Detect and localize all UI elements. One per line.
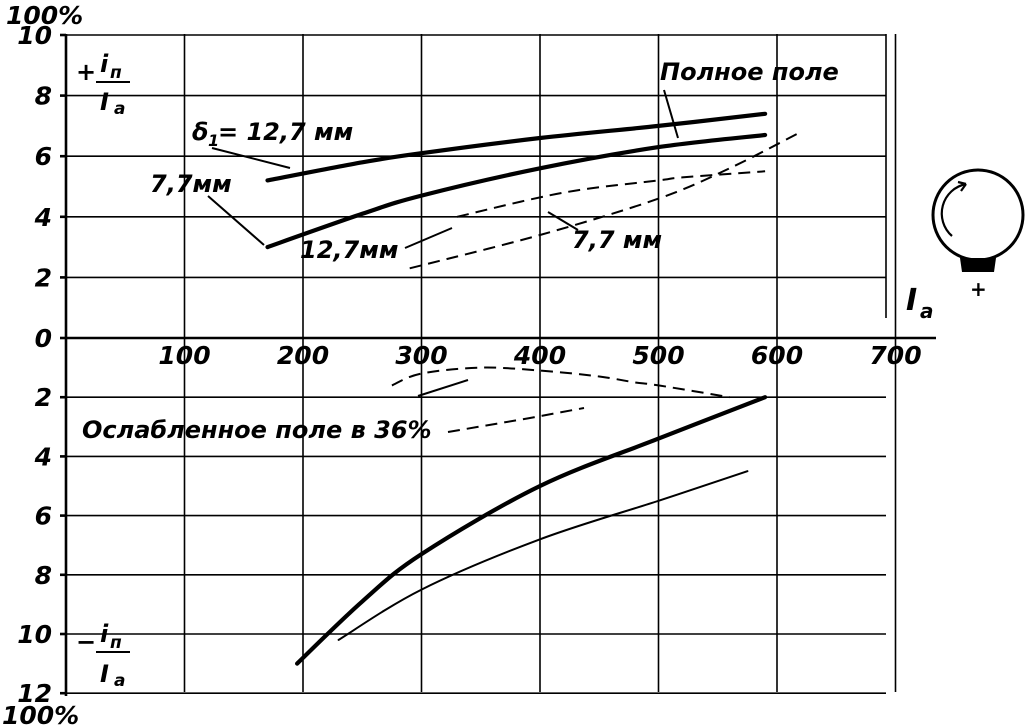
top-ytick-label-2: 2 (35, 263, 52, 292)
motor-arrowhead-icon (957, 180, 967, 192)
top-ytick-label-10: 10 (17, 21, 52, 50)
series-lines (265, 111, 802, 666)
x-axis-label-sub: a (920, 299, 934, 323)
top-ytick-label-0: 0 (35, 324, 52, 353)
top-series-2 (456, 170, 766, 218)
annotation-delta-symbol: δ (192, 118, 209, 146)
bot-ytick-label-4: 4 (34, 442, 52, 471)
bot-ytick-label-8: 8 (35, 561, 52, 590)
bottom-series-0 (295, 395, 768, 666)
annotation-7-7mm-dashed: 7,7 мм (572, 226, 662, 254)
top-series-1 (265, 132, 768, 250)
top-ylabel-denominator: I (100, 88, 109, 116)
top-ylabel-numerator: i (100, 50, 109, 78)
bottom-ylabel-denominator: I (100, 660, 109, 688)
tick-labels: 0 2 4 6 8 10 2 4 6 8 10 12 100 200 300 400 500 600 700 (17, 21, 921, 708)
top-series-3 (409, 131, 802, 270)
xtick-label-500: 500 (632, 341, 684, 370)
annotation-delta-subscript: 1 (208, 131, 219, 150)
bottom-percent-label: 100% (2, 701, 79, 728)
annotation-polnoe-pole: Полное поле (660, 58, 839, 86)
bottom-ylabel-numerator-sub: п (110, 633, 122, 653)
motor-circle-icon (931, 168, 1025, 262)
top-y-axis-label: + i п I a (76, 50, 130, 119)
leader-7-7mm (207, 195, 265, 246)
annotation-7-7mm: 7,7мм (150, 170, 232, 198)
annotation-delta-12-7: δ 1 = 12,7 мм (192, 118, 353, 150)
xtick-label-100: 100 (158, 341, 210, 370)
annotation-oslablennoe-pole: Ослабленное поле в 36% (82, 416, 432, 444)
annotation-delta-value: = 12,7 мм (218, 118, 353, 146)
motor-brush-icon (960, 258, 996, 272)
top-ylabel-numerator-sub: п (110, 63, 122, 83)
annotation-12-7mm-dashed: 12,7мм (300, 236, 398, 264)
bottom-y-axis-label: − i п I a (76, 620, 130, 691)
xtick-label-300: 300 (395, 341, 447, 370)
bot-ytick-label-12: 12 (17, 679, 52, 708)
leader-lines (207, 89, 679, 433)
motor-plus-sign: + (970, 277, 987, 301)
top-percent-label: 100% (6, 1, 83, 30)
motor-symbol: + (931, 168, 1025, 301)
bot-ytick-label-6: 6 (35, 502, 52, 531)
bottom-ylabel-denominator-sub: a (114, 671, 125, 691)
xtick-label-600: 600 (751, 341, 803, 370)
bot-ytick-label-2: 2 (35, 383, 52, 412)
motor-arrow-icon (940, 182, 967, 237)
leader-oslablennoe (417, 379, 469, 397)
bottom-series-2 (391, 366, 730, 399)
axes (60, 33, 936, 696)
top-ylabel-sign: + (76, 58, 96, 86)
xtick-label-700: 700 (869, 341, 921, 370)
text-labels: 100% 100% + i п I a − i п I a I a Полное… (2, 1, 934, 728)
leader-delta-12-7 (211, 147, 291, 169)
bottom-ylabel-sign: − (76, 628, 96, 656)
top-ylabel-denominator-sub: a (114, 99, 125, 119)
leader-7-7mm-dashed (547, 211, 579, 231)
top-series-0 (265, 111, 768, 183)
xtick-label-200: 200 (277, 341, 329, 370)
xtick-label-400: 400 (513, 341, 566, 370)
leader-polnoe-pole (663, 89, 679, 139)
x-axis-label: I a (906, 283, 934, 323)
oslablennoe-dashed-tail (447, 407, 585, 433)
top-ytick-label-6: 6 (35, 142, 52, 171)
bot-ytick-label-10: 10 (17, 620, 52, 649)
bottom-ylabel-numerator: i (100, 620, 109, 648)
x-axis-label-main: I (906, 283, 917, 318)
leader-12-7mm-dashed (404, 227, 453, 249)
top-ytick-label-8: 8 (35, 82, 52, 111)
bottom-series-1 (337, 470, 749, 641)
top-ytick-label-4: 4 (34, 203, 52, 232)
